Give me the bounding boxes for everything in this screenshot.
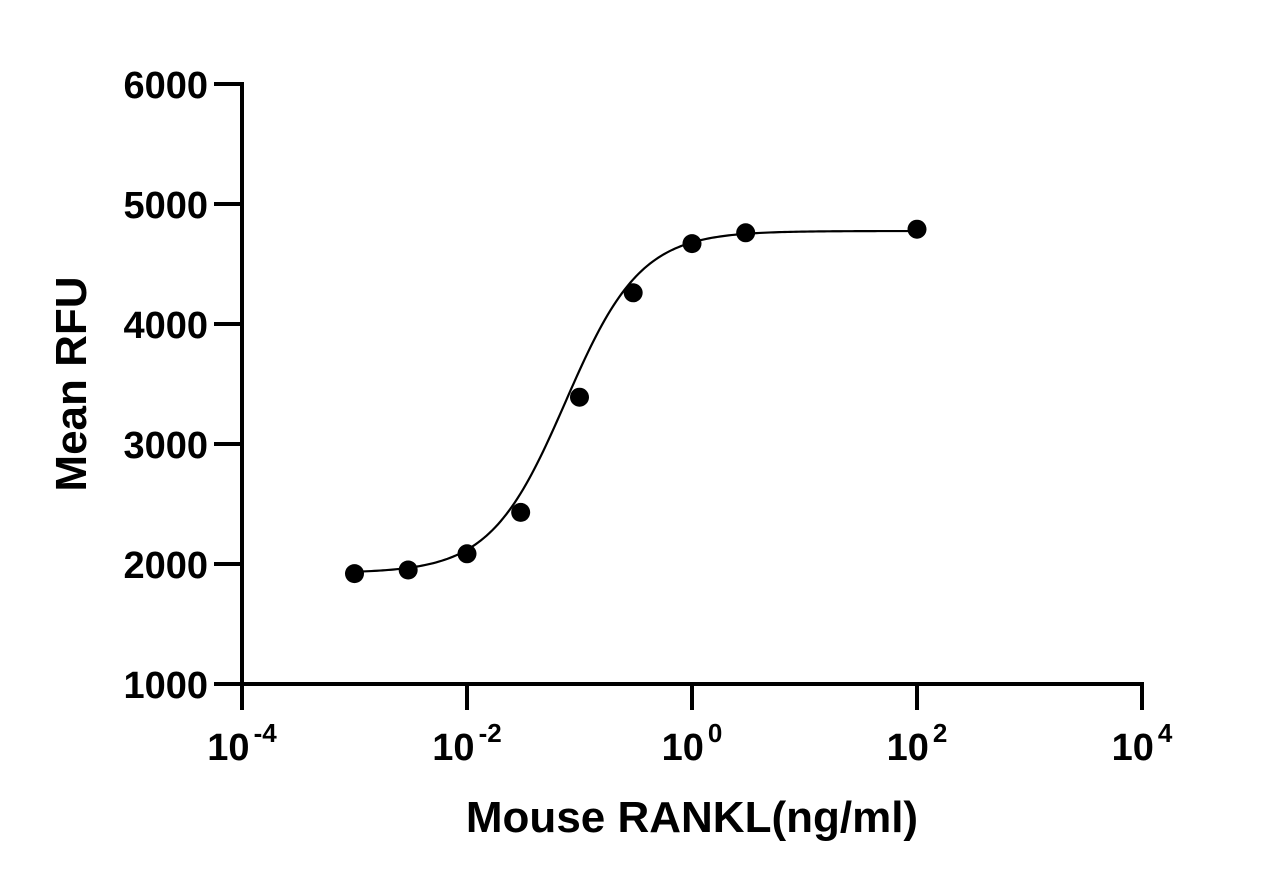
data-point	[345, 564, 364, 584]
x-tick-exponent: 4	[1158, 718, 1173, 748]
x-tick-label: 10 4	[1112, 718, 1173, 769]
x-axis-title: Mouse RANKL(ng/ml)	[466, 793, 918, 842]
x-axis: 10 -4 10 -2 10 0 10 2 10 4	[207, 682, 1173, 769]
fit-curve-line	[354, 229, 917, 573]
x-tick-label: 10 -4	[207, 718, 277, 769]
y-tick-label: 1000	[123, 665, 208, 707]
data-point	[682, 234, 702, 254]
data-point	[457, 544, 477, 564]
fit-curve-group	[354, 229, 917, 573]
x-tick-base: 10	[887, 727, 929, 769]
y-tick-label: 2000	[123, 545, 208, 587]
x-tick-exponent: -2	[479, 718, 502, 748]
y-tick-label: 6000	[123, 65, 208, 107]
x-tick-base: 10	[1112, 727, 1154, 769]
data-point	[907, 219, 927, 239]
x-tick-base: 10	[432, 727, 474, 769]
y-axis: 1000 2000 3000 4000 5000 6000	[123, 65, 244, 707]
y-tick-label: 3000	[123, 425, 208, 467]
y-tick-label: 4000	[123, 305, 208, 347]
x-tick-label: 10 2	[887, 718, 948, 769]
data-point	[623, 283, 643, 303]
data-point	[511, 502, 531, 522]
x-tick-base: 10	[207, 727, 249, 769]
x-tick-exponent: 2	[933, 718, 947, 748]
y-tick-label: 5000	[123, 185, 208, 227]
data-point	[736, 223, 756, 243]
x-tick-label: 10 -2	[432, 718, 501, 769]
data-point	[570, 387, 589, 407]
x-tick-base: 10	[662, 727, 704, 769]
data-point	[398, 560, 418, 580]
x-tick-exponent: -4	[254, 718, 278, 748]
data-points	[345, 219, 927, 584]
y-axis-title: Mean RFU	[47, 276, 96, 491]
x-tick-label: 10 0	[662, 718, 723, 769]
x-tick-exponent: 0	[708, 718, 722, 748]
